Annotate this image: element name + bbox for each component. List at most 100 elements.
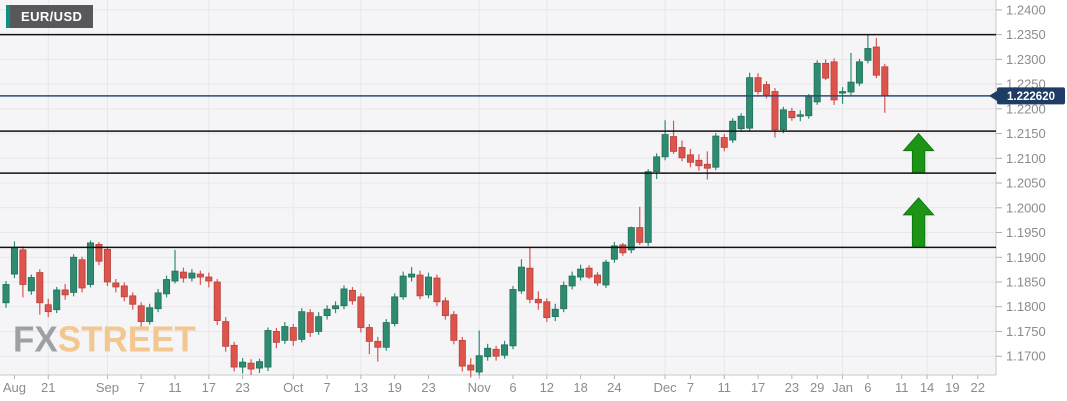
candle-down [129,295,137,305]
candle-up [382,322,390,348]
candle-up [737,115,745,130]
time-tick-label: 7 [687,380,694,395]
candle-down [19,249,27,285]
watermark-fx: FX [13,319,58,360]
candle-down [230,344,238,368]
current-price-badge: 1.222620 [989,87,1065,105]
candle-up [813,62,821,103]
candle-down [103,248,111,283]
time-tick-label: Jan [832,380,853,395]
time-tick-label: 18 [573,380,587,395]
candle-down [95,243,103,262]
candle-up [577,268,585,278]
candle-up [408,273,416,278]
candle-down [112,282,120,288]
plot-background[interactable] [0,0,996,375]
time-tick-label: Sep [96,380,119,395]
candle-down [534,298,542,304]
candle-up [27,277,35,292]
candle-down [374,340,382,348]
price-tick-label: 1.2000 [1006,200,1046,215]
candle-up [239,361,247,368]
candle-down [543,301,551,319]
time-tick-label: 7 [138,380,145,395]
time-tick-label: 6 [864,380,871,395]
candle-up [855,61,863,84]
candle-down [44,304,52,313]
time-tick-label: 23 [421,380,435,395]
candle-up [805,96,813,117]
candle-up [332,305,340,310]
candle-down [720,137,728,148]
candle-up [568,275,576,287]
price-tick-label: 1.1950 [1006,225,1046,240]
fxstreet-watermark: FXSTREET [13,321,196,358]
current-price-label: 1.222620 [1007,91,1055,103]
candle-up [864,48,872,61]
candle-up [475,355,483,373]
candle-up [839,91,847,94]
candle-up [298,311,306,340]
time-tick-label: 21 [41,380,55,395]
candle-up [264,330,272,368]
price-tick-label: 1.1850 [1006,274,1046,289]
price-axis: 1.24001.23501.23001.22501.22001.21501.21… [996,2,1046,364]
candle-down [822,62,830,79]
candle-up [281,326,289,341]
price-tick-label: 1.2150 [1006,126,1046,141]
price-tick-label: 1.2100 [1006,151,1046,166]
candle-down [872,46,880,76]
candle-up [509,289,517,347]
candle-up [2,284,10,304]
candle-up [188,272,196,279]
price-tick-label: 1.2350 [1006,27,1046,42]
time-tick-label: 11 [895,380,909,395]
candle-up [255,361,263,369]
price-tick-label: 1.2200 [1006,101,1046,116]
candle-down [594,274,602,284]
candle-up [146,307,154,322]
time-axis: Aug 21 Sep 7 11 17 23 Oct 7 13 19 23 Nov 6 12 18 24 Dec 7 1… [3,375,985,395]
candle-down [830,61,838,101]
candle-down [196,273,204,278]
price-tick-label: 1.2400 [1006,2,1046,17]
watermark-street: STREET [57,319,196,360]
candle-down [619,244,627,254]
candle-up [779,109,787,131]
time-tick-label: Dec [654,380,678,395]
candle-up [602,261,610,286]
time-tick-label: 13 [354,380,368,395]
time-tick-label: Oct [283,380,304,395]
candle-down [357,296,365,328]
candle-up [315,316,323,332]
candle-down [771,91,779,131]
candle-up [87,242,95,285]
time-tick-label: 7 [323,380,330,395]
candle-down [416,274,424,297]
candle-down [686,154,694,163]
candle-up [661,134,669,158]
candle-up [653,156,661,173]
candle-up [10,246,18,275]
candle-down [636,227,644,243]
candle-down [78,259,86,289]
candle-up [163,279,171,295]
candle-down [36,272,44,304]
time-tick-label: Aug [3,380,26,395]
candle-down [788,110,796,119]
candle-up [517,266,525,292]
candle-down [585,267,593,278]
support-resistance-lines [0,33,996,249]
candle-down [678,147,686,159]
candle-down [754,77,762,92]
price-tick-label: 1.1700 [1006,349,1046,364]
candle-up [746,77,754,129]
candle-down [272,331,280,343]
time-tick-label: 19 [387,380,401,395]
time-tick-label: 6 [509,380,516,395]
candle-up [644,171,652,243]
candle-down [695,159,703,167]
candle-up [551,308,559,318]
candle-up [340,288,348,307]
